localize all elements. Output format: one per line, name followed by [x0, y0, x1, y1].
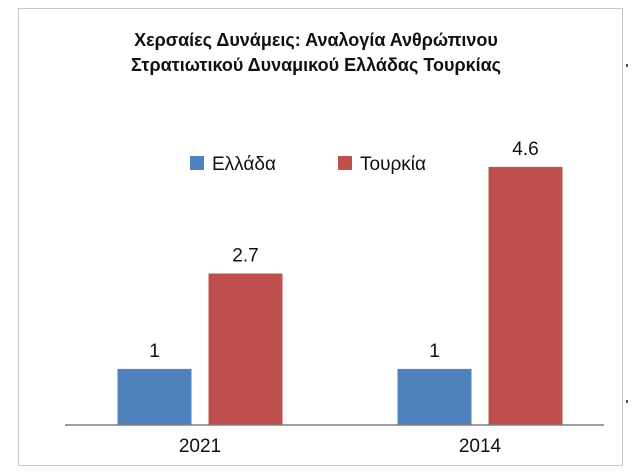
- legend-label-0: Ελλάδα: [212, 154, 276, 175]
- legend: Ελλάδα Τουρκία: [190, 154, 426, 175]
- chart-title-line-1: Χερσαίες Δυνάμεις: Αναλογία Ανθρώπινου: [134, 30, 498, 50]
- data-label-2014-series-0: 1: [429, 341, 440, 362]
- x-tick-label-2014: 2014: [459, 436, 502, 457]
- legend-swatch-1: [338, 156, 352, 170]
- bars: [117, 166, 563, 425]
- edge-mark: [626, 64, 628, 67]
- bar-2021-series-1: [208, 273, 283, 425]
- bar-2014-series-1: [488, 166, 563, 425]
- chart-title: Χερσαίες Δυνάμεις: Αναλογία Ανθρώπινου Σ…: [0, 28, 632, 78]
- data-labels: 1 2.7 1 4.6: [149, 139, 539, 362]
- bar-2014-series-0: [397, 368, 472, 425]
- x-axis-ticks: 2021 2014: [179, 436, 502, 457]
- legend-swatch-0: [190, 156, 204, 170]
- edge-mark: [626, 400, 628, 403]
- data-label-2021-series-0: 1: [149, 341, 160, 362]
- legend-label-1: Τουρκία: [360, 154, 426, 175]
- data-label-2014-series-1: 4.6: [512, 139, 538, 160]
- bar-2021-series-0: [117, 368, 192, 425]
- x-tick-label-2021: 2021: [179, 436, 221, 457]
- data-label-2021-series-1: 2.7: [232, 246, 258, 267]
- chart-title-line-2: Στρατιωτικού Δυναμικού Ελλάδας Τουρκίας: [130, 55, 502, 75]
